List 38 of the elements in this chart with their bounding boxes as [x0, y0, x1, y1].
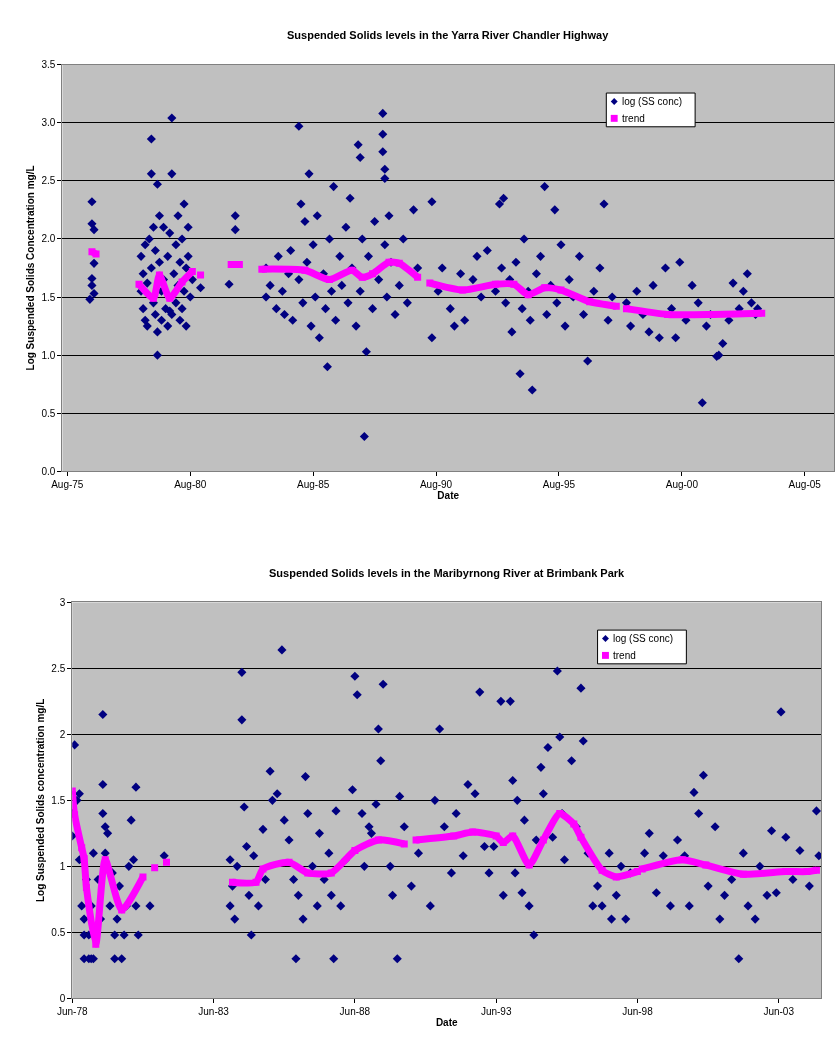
x-tick-label: Jun-88 [339, 1006, 371, 1018]
x-tick-label: Aug-95 [542, 479, 576, 491]
y-tick-label: 0.5 [41, 407, 56, 419]
y-tick-label: 3 [59, 596, 66, 608]
x-tick-label: Aug-05 [788, 479, 822, 491]
y-tick-label: 2.5 [51, 662, 66, 674]
x-tick-label: Jun-83 [198, 1006, 230, 1018]
x-tick-label: Aug-90 [419, 479, 453, 491]
x-tick-label: Jun-98 [622, 1006, 654, 1018]
y-tick-label: 1.5 [51, 794, 66, 806]
y-tick-label: 3.0 [41, 117, 56, 129]
legend-label: log (SS conc) [613, 633, 674, 644]
y-axis-title: Log Suspended Solids Concentration mg/L [25, 165, 37, 371]
y-tick-label: 2.5 [41, 175, 56, 187]
x-tick-label: Jun-93 [480, 1006, 512, 1018]
x-tick-label: Aug-80 [174, 479, 207, 491]
x-tick-label: Aug-85 [297, 479, 330, 491]
legend-label: log (SS conc) [622, 96, 683, 107]
y-tick-label: 2 [59, 728, 66, 740]
y-tick-label: 0 [59, 992, 66, 1004]
chart-title: Suspended Solids levels in the Yarra River Chandler Highway [287, 29, 610, 41]
y-tick-label: 1.5 [41, 291, 56, 303]
x-tick-label: Aug-00 [665, 479, 699, 491]
x-tick-label: Jun-78 [56, 1006, 88, 1018]
x-tick-label: Jun-03 [763, 1006, 795, 1018]
y-tick-label: 3.5 [41, 59, 56, 71]
x-tick-label: Aug-75 [51, 479, 84, 491]
y-tick-label: 2.0 [41, 233, 56, 245]
y-tick-label: 1 [59, 860, 66, 872]
y-tick-label: 0.5 [51, 926, 66, 938]
x-axis-title: Date [437, 490, 460, 502]
y-axis-title: Log Suspended Solids concentration mg/L [35, 698, 47, 903]
x-axis-title: Date [435, 1016, 458, 1028]
y-tick-label: 1.0 [41, 349, 56, 361]
legend-label: trend [622, 113, 645, 124]
legend-label: trend [613, 650, 636, 661]
chart-title: Suspended Solids levels in the Maribyrnong River at Brimbank Park [269, 567, 626, 579]
y-tick-label: 0.0 [41, 465, 56, 477]
